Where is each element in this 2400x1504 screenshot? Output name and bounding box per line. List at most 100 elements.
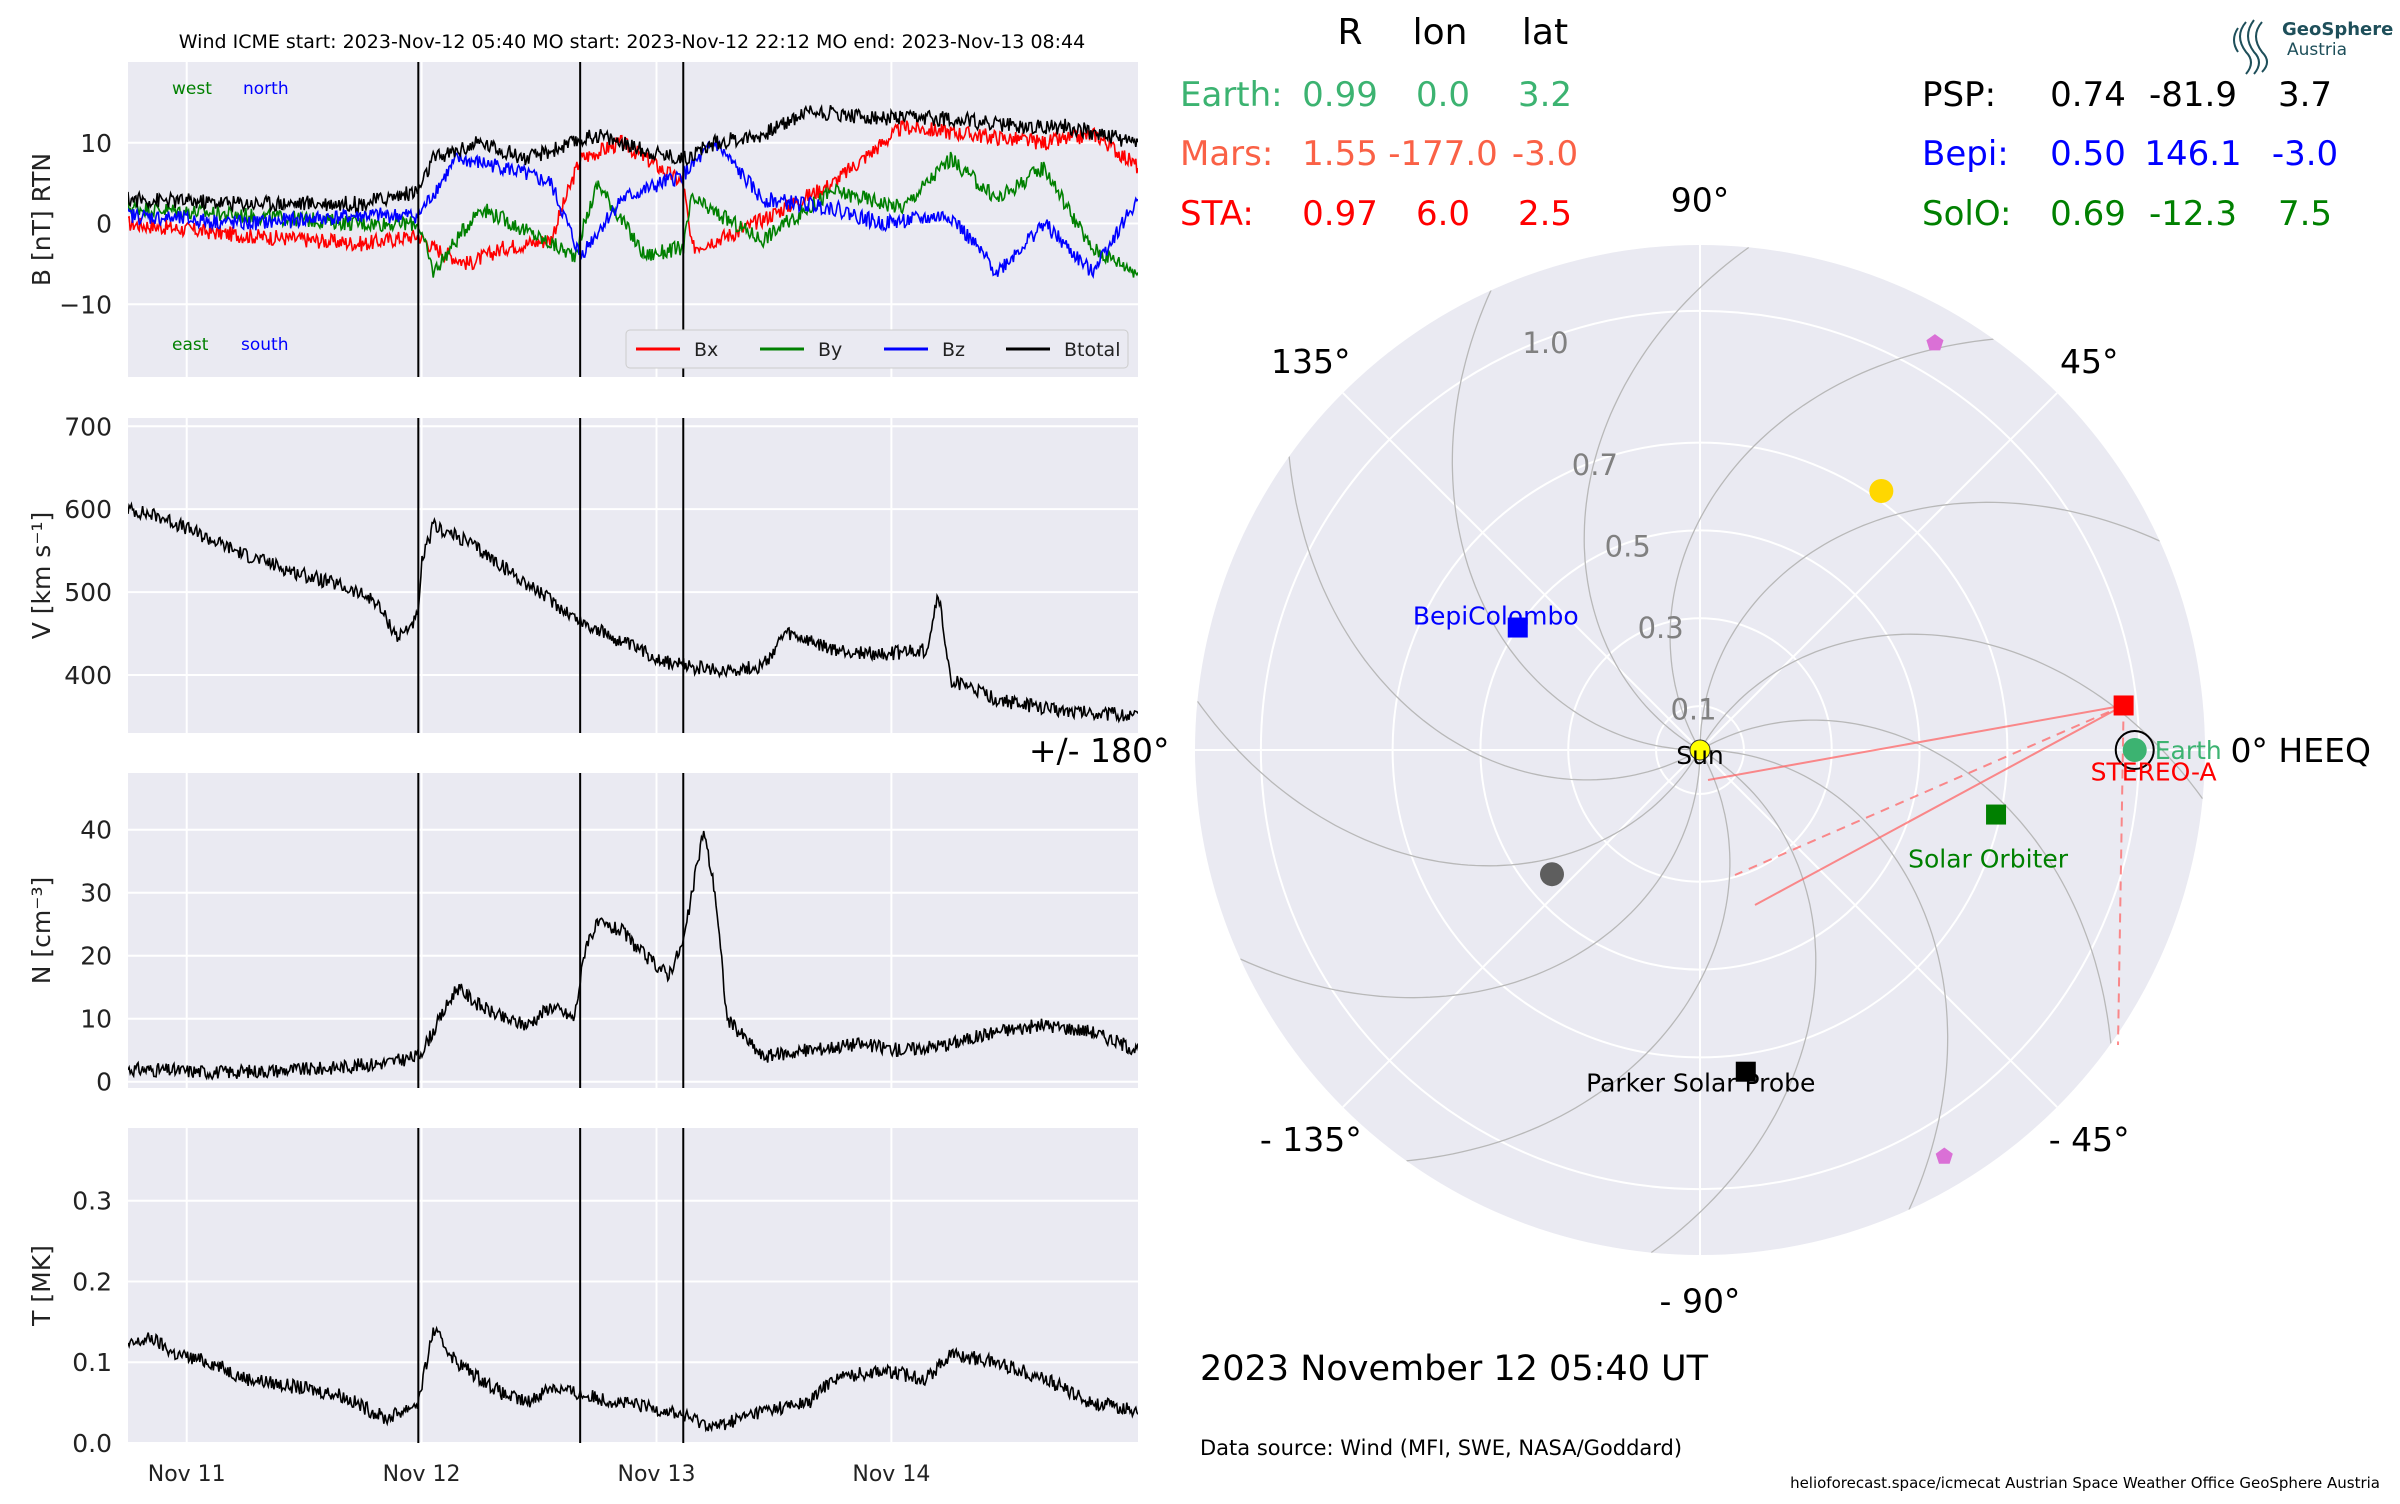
table-row-r: 0.97 bbox=[1302, 194, 1378, 234]
spiral-line bbox=[1650, 749, 1817, 1254]
table-row-r: 0.69 bbox=[2050, 194, 2126, 234]
plot-area bbox=[128, 104, 1138, 280]
angle-label: 135° bbox=[1271, 342, 1351, 381]
table-row-label: PSP: bbox=[1922, 75, 1996, 115]
y-axis-label: V [km s⁻¹] bbox=[27, 512, 56, 640]
body-label: Parker Solar Probe bbox=[1586, 1069, 1815, 1098]
table-row-lon: -177.0 bbox=[1388, 134, 1498, 174]
spiral-line bbox=[1699, 501, 2160, 751]
table-row-label: SolO: bbox=[1922, 194, 2011, 234]
fov-line bbox=[1734, 704, 2125, 876]
y-axis-label: B [nT] RTN bbox=[27, 153, 56, 286]
y-tick-label: 0.1 bbox=[72, 1348, 112, 1377]
body-label: STEREO-A bbox=[2091, 757, 2217, 786]
spiral-line bbox=[1240, 749, 1701, 999]
panel-temperature: 0.3 0.2 0.1 0.0 T [MK] Nov 11 Nov 12 Nov 13 Nov … bbox=[27, 1128, 1138, 1487]
series-V bbox=[128, 501, 1138, 724]
table-row-lat: -3.0 bbox=[1512, 134, 1578, 174]
y-tick-label: 40 bbox=[80, 816, 112, 845]
panel-density: 40 30 20 10 0 N [cm⁻³] bbox=[27, 773, 1138, 1097]
y-tick-label: 0 bbox=[96, 210, 112, 239]
legend-label-Bx: Bx bbox=[694, 339, 718, 361]
legend-label-Btotal: Btotal bbox=[1064, 339, 1120, 361]
angular-grid-line bbox=[1342, 749, 1701, 1108]
body-label: BepiColombo bbox=[1413, 602, 1579, 631]
footer-date: 2023 November 12 05:40 UT bbox=[1200, 1349, 1709, 1389]
spiral-line bbox=[1196, 700, 1701, 867]
y-tick-label: 0.3 bbox=[72, 1187, 112, 1216]
logo-line2: Austria bbox=[2287, 40, 2347, 60]
angular-grid-line bbox=[1342, 392, 1701, 751]
y-tick-label: 30 bbox=[80, 879, 112, 908]
series-Bz bbox=[128, 139, 1138, 280]
angle-label: 90° bbox=[1671, 181, 1730, 220]
table-row-lat: 2.5 bbox=[1518, 194, 1572, 234]
spiral-line bbox=[1288, 456, 1701, 781]
table-row-r: 0.74 bbox=[2050, 75, 2126, 115]
plot-area bbox=[128, 830, 1138, 1081]
polar-plot: 0.1 0.3 0.5 0.7 1.0 0° HEEQ 45° 90° 135° +/- 180°… bbox=[1029, 181, 2371, 1321]
body-label: Sun bbox=[1676, 741, 1724, 770]
series-Bx bbox=[128, 118, 1138, 271]
angle-label: - 90° bbox=[1660, 1281, 1741, 1320]
spiral-line bbox=[1699, 719, 2112, 1044]
fov-line bbox=[1754, 704, 2125, 906]
x-tick-label: Nov 14 bbox=[852, 1462, 930, 1487]
object-2-marker bbox=[1935, 1147, 1953, 1164]
stereo-a-marker bbox=[2113, 695, 2134, 716]
table-row-lat: 3.7 bbox=[2278, 75, 2332, 115]
y-tick-label: 600 bbox=[64, 495, 112, 524]
plot-area bbox=[128, 1325, 1138, 1433]
geosphere-logo: GeoSphere Austria bbox=[2233, 19, 2393, 75]
plot-area bbox=[128, 501, 1138, 724]
radial-tick-label: 0.1 bbox=[1670, 692, 1716, 726]
panel-magnetic-field: 10 0 −10B [nT] RTN west north east south Bx By Bz… bbox=[27, 62, 1138, 377]
table-row-r: 1.55 bbox=[1302, 134, 1378, 174]
x-tick-label: Nov 11 bbox=[148, 1462, 226, 1487]
fov-line bbox=[2117, 705, 2125, 1046]
table-row-lon: 146.1 bbox=[2144, 134, 2241, 174]
legend-label-By: By bbox=[818, 339, 842, 361]
label-south: south bbox=[241, 335, 288, 355]
footer-source: Data source: Wind (MFI, SWE, NASA/Goddar… bbox=[1200, 1436, 1682, 1460]
x-tick-label: Nov 13 bbox=[618, 1462, 696, 1487]
time-series-panels: 10 0 −10B [nT] RTN west north east south Bx By Bz… bbox=[27, 62, 1138, 1487]
label-west: west bbox=[172, 79, 212, 99]
object-1-marker bbox=[1926, 334, 1944, 351]
series-By bbox=[128, 151, 1138, 278]
table-row-lat: 3.2 bbox=[1518, 75, 1572, 115]
body-label: Solar Orbiter bbox=[1908, 845, 2069, 874]
legend: Bx By Bz Btotal bbox=[625, 329, 1129, 369]
body-label: Earth bbox=[2155, 736, 2222, 765]
spiral-line bbox=[1669, 338, 1994, 751]
position-table: R lon lat Earth: 0.99 0.0 3.2 Mars: 1.55 -177.… bbox=[1180, 12, 2338, 234]
chart-title: Wind ICME start: 2023-Nov-12 05:40 MO st… bbox=[179, 31, 1085, 53]
angular-grid-line bbox=[1699, 749, 2058, 1108]
series-T bbox=[128, 1325, 1138, 1433]
spiral-line bbox=[1451, 290, 1701, 751]
radial-tick-label: 0.5 bbox=[1605, 529, 1651, 563]
table-header-lat: lat bbox=[1522, 12, 1568, 53]
spiral-line bbox=[1406, 749, 1731, 1162]
y-tick-label: 400 bbox=[64, 661, 112, 690]
sun-marker bbox=[1689, 739, 1711, 761]
panel-background bbox=[128, 62, 1138, 377]
angle-label: +/- 180° bbox=[1029, 731, 1170, 770]
series-Btotal bbox=[128, 104, 1138, 214]
y-tick-label: 500 bbox=[64, 578, 112, 607]
earth-marker bbox=[2122, 738, 2147, 762]
panel-speed: 700 600 500 400 V [km s⁻¹] bbox=[27, 412, 1138, 733]
earth-ring bbox=[2114, 730, 2155, 770]
bepicolombo-marker bbox=[1507, 617, 1528, 638]
legend-label-Bz: Bz bbox=[942, 339, 965, 361]
y-tick-label: 10 bbox=[80, 1005, 112, 1034]
table-row-label: Mars: bbox=[1180, 134, 1273, 174]
parker-solar-probe-marker bbox=[1735, 1061, 1756, 1082]
mercury-marker bbox=[1539, 862, 1564, 887]
label-east: east bbox=[172, 335, 209, 355]
table-row-lat: 7.5 bbox=[2278, 194, 2332, 234]
legend-box bbox=[625, 329, 1129, 369]
venus-marker bbox=[1869, 479, 1894, 504]
